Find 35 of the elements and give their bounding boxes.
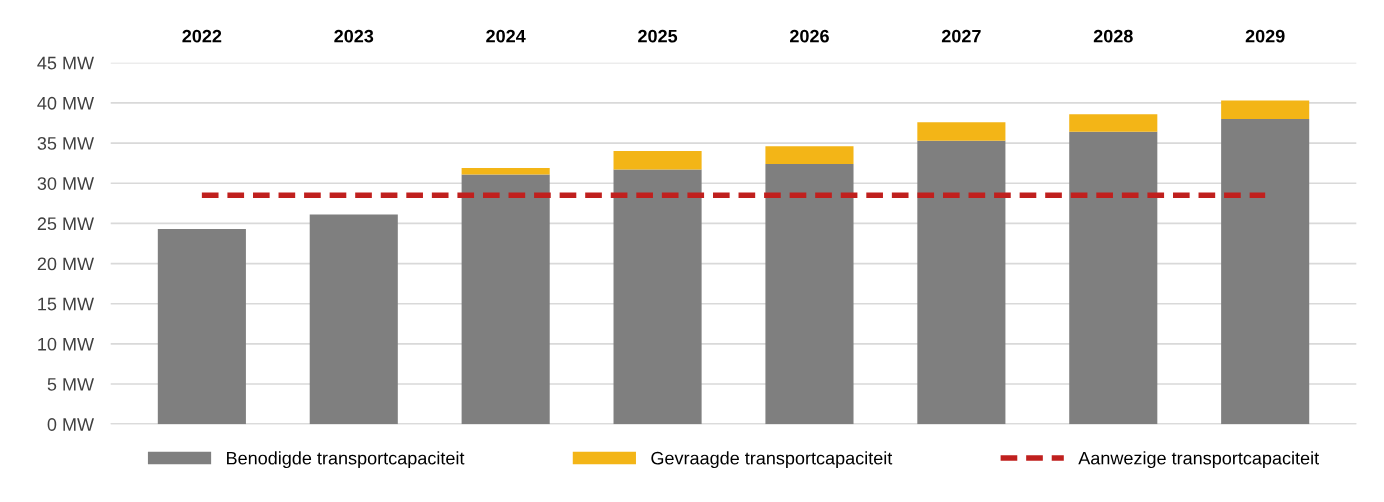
y-tick-label: 10 MW — [38, 337, 94, 351]
bar — [613, 151, 702, 170]
y-tick-label: 40 MW — [37, 96, 94, 110]
bar — [1221, 100, 1310, 119]
bar — [917, 122, 1006, 141]
x-tick-label: 2026 — [790, 29, 829, 43]
y-tick-label: 35 MW — [37, 137, 94, 150]
bar — [765, 163, 854, 425]
y-tick-label: 45 MW — [37, 56, 94, 70]
y-tick-label: 15 MW — [38, 297, 94, 311]
bar — [917, 140, 1006, 425]
x-tick-label: 2025 — [638, 29, 678, 43]
bar — [1069, 131, 1158, 425]
legend-label: Benodigde transportcapaciteit — [227, 451, 465, 469]
bar — [157, 229, 246, 425]
x-tick-label: 2027 — [941, 29, 981, 43]
x-tick-label: 2024 — [486, 29, 526, 43]
y-tick-label: 5 MW — [47, 378, 94, 391]
bar — [461, 174, 550, 425]
bar — [613, 169, 702, 425]
y-tick-label: 25 MW — [37, 217, 94, 231]
bar — [1069, 114, 1158, 132]
y-tick-label: 0 MW — [47, 418, 94, 431]
legend-label: Gevraagde transportcapaciteit — [651, 451, 893, 469]
legend-label: Aanwezige transportcapaciteit — [1078, 451, 1319, 469]
y-tick-label: 30 MW — [37, 177, 94, 190]
x-tick-label: 2022 — [182, 29, 222, 43]
bar — [461, 167, 550, 175]
x-tick-label: 2023 — [334, 29, 374, 43]
bar — [1221, 118, 1310, 425]
y-tick-label: 20 MW — [37, 257, 94, 271]
bar — [765, 146, 854, 164]
bar — [309, 214, 398, 425]
x-tick-label: 2029 — [1245, 29, 1285, 43]
x-tick-label: 2028 — [1093, 29, 1133, 43]
